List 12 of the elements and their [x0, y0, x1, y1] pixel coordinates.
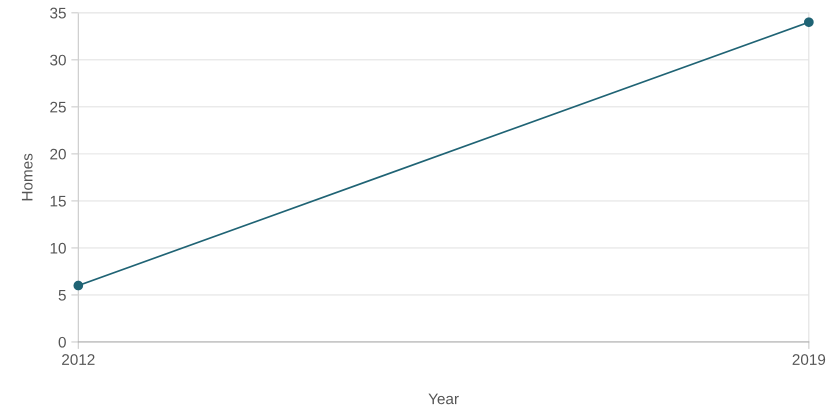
- x-tick-label: 2019: [792, 354, 826, 365]
- x-axis-title: Year: [428, 394, 459, 404]
- y-tick-label: 0: [58, 336, 66, 348]
- y-tick-label: 15: [50, 196, 66, 207]
- y-tick-label: 20: [50, 148, 66, 160]
- y-axis-title: Homes: [22, 154, 33, 200]
- y-tick-label: 25: [50, 102, 66, 113]
- y-tick-label: 35: [50, 8, 66, 18]
- y-tick-label: 30: [50, 54, 66, 66]
- x-tick-label: 2012: [62, 354, 95, 365]
- y-tick-label: 5: [58, 290, 66, 301]
- y-tick-label: 10: [50, 242, 66, 254]
